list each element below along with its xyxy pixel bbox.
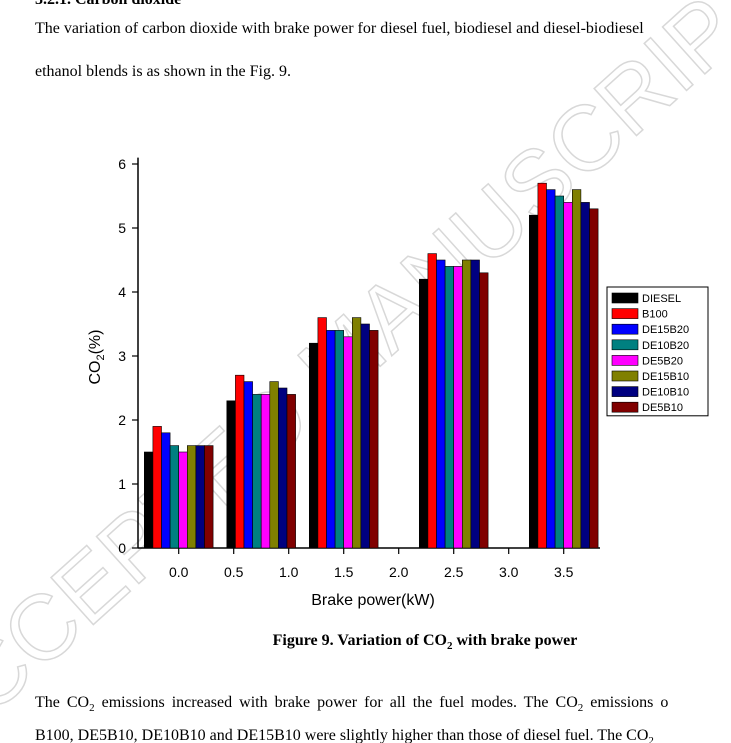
bar — [152, 426, 162, 549]
bar — [427, 253, 437, 549]
x-axis-label: Brake power(kW) — [311, 592, 435, 609]
bar — [226, 400, 236, 549]
bar — [169, 445, 180, 549]
legend-label: DE15B10 — [642, 371, 689, 383]
bar — [252, 394, 262, 549]
x-tick-label: 1.0 — [279, 564, 299, 580]
paragraph-line: B100, DE5B10, DE10B10 and DE15B10 were s… — [35, 727, 654, 743]
legend-label: DE5B20 — [642, 355, 683, 367]
text-run: B100, DE5B10, DE10B10 and DE15B10 were s… — [35, 727, 648, 743]
bar — [286, 394, 296, 549]
subscript: 2 — [89, 702, 95, 714]
bar — [243, 381, 253, 549]
text-run: The CO — [35, 694, 89, 711]
y-tick-label: 5 — [118, 220, 126, 236]
subscript: 2 — [447, 640, 453, 652]
x-tick-label: 0.5 — [224, 564, 244, 580]
paragraph-line: ethanol blends is as shown in the Fig. 9… — [35, 63, 291, 80]
legend-label: DE5B10 — [642, 402, 683, 414]
figure-caption: Figure 9. Variation of CO2 with brake po… — [273, 632, 578, 652]
legend-label: B100 — [642, 309, 668, 321]
bar — [436, 259, 446, 549]
bar — [278, 387, 288, 549]
bar — [537, 182, 547, 549]
x-tick-label: 3.5 — [554, 564, 574, 580]
y-tick-label: 3 — [118, 348, 126, 364]
x-tick-label: 2.0 — [389, 564, 409, 580]
text-run: with brake power — [452, 632, 577, 649]
bar — [161, 432, 171, 549]
legend-label: DE10B20 — [642, 340, 689, 352]
legend-swatch — [611, 386, 639, 397]
bar — [444, 266, 455, 549]
bar — [461, 259, 472, 549]
paragraph-line: The CO2 emissions increased with brake p… — [35, 694, 668, 714]
bar — [178, 451, 188, 549]
legend-swatch — [611, 323, 639, 335]
legend-swatch — [611, 355, 639, 366]
y-axis-label: CO2(%) — [87, 329, 107, 384]
legend-swatch — [611, 401, 639, 413]
text-run: CO — [87, 361, 104, 385]
x-tick-label: 3.0 — [499, 564, 519, 580]
subscript: 2 — [578, 702, 584, 714]
bar — [144, 451, 154, 549]
y-tick-label: 2 — [118, 412, 126, 428]
text-run: emissions o — [583, 694, 668, 711]
bar — [317, 317, 327, 549]
bar — [546, 189, 556, 549]
bar — [326, 330, 336, 549]
bar — [351, 317, 362, 549]
paragraph-line: The variation of carbon dioxide with bra… — [35, 20, 644, 37]
x-tick-label: 0.0 — [169, 564, 189, 580]
bar — [470, 259, 480, 549]
bar — [479, 272, 489, 549]
bar — [571, 189, 582, 549]
bar — [308, 342, 319, 549]
bar — [453, 266, 463, 549]
bar — [204, 445, 214, 549]
bar — [418, 278, 429, 549]
y-tick-label: 1 — [118, 476, 126, 492]
text-run: Figure 9. Variation of CO — [273, 632, 447, 649]
legend-swatch — [611, 339, 639, 351]
text-run: emissions increased with brake power for… — [95, 694, 578, 711]
bar — [235, 374, 245, 549]
bar — [195, 445, 205, 549]
bar — [187, 445, 197, 549]
y-tick-label: 0 — [118, 540, 126, 556]
subscript: 2 — [95, 354, 107, 360]
text-run: (%) — [87, 329, 104, 354]
legend-label: DE15B20 — [642, 324, 689, 336]
bar — [369, 330, 379, 549]
x-tick-label: 1.5 — [334, 564, 354, 580]
bar — [563, 202, 573, 549]
bar — [554, 195, 564, 549]
subscript: 2 — [648, 735, 654, 743]
bar — [528, 214, 539, 549]
bar — [334, 330, 345, 549]
legend-label: DIESEL — [642, 293, 681, 305]
bar — [580, 202, 590, 549]
legend-label: DE10B10 — [642, 387, 689, 399]
bar — [343, 336, 353, 549]
legend-swatch — [611, 292, 639, 304]
legend-swatch — [611, 308, 639, 319]
section-heading: 3.2.1. Carbon dioxide — [35, 0, 181, 8]
y-tick-label: 6 — [118, 156, 126, 172]
bar — [360, 323, 370, 549]
chart: 0 1 2 3 4 5 6 0.0 0.5 1.0 1.5 2.0 2.5 3.0 3.5 Brake pow… — [87, 156, 709, 609]
legend-swatch — [611, 370, 639, 382]
bar — [589, 208, 599, 549]
bar — [269, 381, 279, 549]
y-tick-label: 4 — [118, 284, 126, 300]
x-tick-label: 2.5 — [444, 564, 464, 580]
bar — [260, 394, 271, 549]
